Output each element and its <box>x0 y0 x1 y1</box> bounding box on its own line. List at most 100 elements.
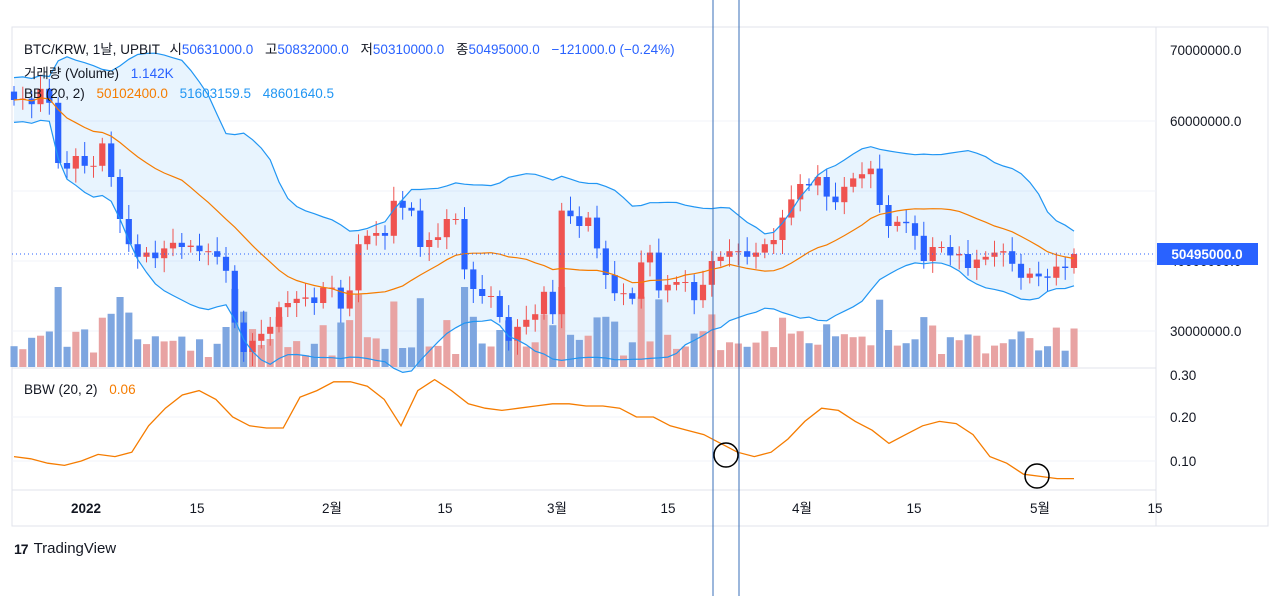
legend-bbw-value: 0.06 <box>109 382 136 397</box>
volume-bar <box>575 339 583 367</box>
candle <box>761 244 768 253</box>
volume-bar <box>549 325 557 367</box>
volume-bar <box>858 336 866 367</box>
volume-bar <box>805 343 813 367</box>
time-tick-label: 15 <box>437 501 452 516</box>
bb-lower-line <box>13 119 1075 374</box>
volume-bar <box>275 316 283 367</box>
volume-bar <box>222 327 230 367</box>
volume-bar <box>726 342 734 367</box>
volume-bar <box>620 355 628 367</box>
candle <box>894 221 901 226</box>
volume-bar <box>187 350 195 367</box>
volume-bar <box>1052 327 1060 367</box>
candle <box>222 256 230 271</box>
tradingview-logo[interactable]: 17 TradingView <box>14 540 116 557</box>
volume-bar <box>346 320 354 367</box>
time-tick-label: 2월 <box>322 501 342 516</box>
volume-bar <box>567 334 575 367</box>
legend-bb-mid: 50102400.0 <box>96 86 168 101</box>
time-tick-label: 4월 <box>792 501 812 516</box>
volume-bar <box>408 347 416 367</box>
candle <box>161 248 168 259</box>
volume-bar <box>982 353 990 367</box>
legend-close: 50495000.0 <box>468 42 540 57</box>
time-tick-label: 5월 <box>1030 501 1050 516</box>
volume-bar <box>434 345 442 367</box>
volume-bar <box>779 317 787 367</box>
candle <box>691 282 698 301</box>
candle <box>823 177 830 197</box>
candle <box>399 200 406 208</box>
volume-bar <box>911 339 919 367</box>
candle <box>920 235 927 261</box>
time-tick-label: 2022 <box>71 501 101 516</box>
candle <box>143 252 150 257</box>
candle <box>108 143 115 177</box>
time-tick-label: 3월 <box>547 501 567 516</box>
candle <box>46 88 53 103</box>
candle <box>443 219 450 238</box>
volume-bar <box>628 342 636 367</box>
candle <box>231 270 238 323</box>
volume-bar <box>134 339 142 367</box>
candle <box>620 293 627 295</box>
candle <box>1070 254 1078 268</box>
time-tick-label: 15 <box>906 501 921 516</box>
annotation-circle[interactable] <box>713 442 739 468</box>
volume-bar <box>946 337 954 367</box>
volume-bar <box>964 334 972 367</box>
candle <box>903 221 910 224</box>
candle <box>558 210 565 315</box>
volume-bar <box>319 325 327 367</box>
candle <box>381 233 389 236</box>
legend-high: 50832000.0 <box>277 42 349 57</box>
volume-bar <box>169 340 177 367</box>
volume-bar <box>469 316 477 367</box>
volume-bar <box>796 331 804 367</box>
volume-bar <box>98 317 106 367</box>
volume-bar <box>584 335 592 367</box>
volume-bar <box>116 297 124 367</box>
candle <box>90 165 97 167</box>
candle <box>302 297 309 299</box>
candle <box>1009 251 1016 264</box>
candle <box>390 200 397 236</box>
legend-change: −121000.0 (−0.24%) <box>551 42 675 57</box>
volume-bar <box>681 346 689 367</box>
volume-bar <box>690 333 698 367</box>
candle <box>293 298 300 303</box>
candle <box>876 168 883 205</box>
candle <box>947 247 954 256</box>
volume-bar <box>416 298 424 367</box>
volume-bar <box>63 346 71 367</box>
candle <box>196 245 203 252</box>
legend-close-label: 종 <box>456 42 469 57</box>
last-price-badge-label: 50495000.0 <box>1171 247 1242 262</box>
volume-bar <box>734 343 742 367</box>
volume-bar <box>885 330 893 367</box>
volume-bar <box>257 345 265 367</box>
volume-bar <box>876 299 884 367</box>
candle <box>434 237 442 240</box>
volume-bar <box>646 341 654 367</box>
candle <box>63 163 71 169</box>
price-tick-label: 30000000.0 <box>1170 324 1241 339</box>
candle <box>1044 276 1051 278</box>
volume-bar <box>761 331 769 367</box>
candle <box>850 178 857 187</box>
annotation-circle[interactable] <box>1024 463 1050 489</box>
volume-bar <box>390 301 398 367</box>
candle <box>1000 251 1007 253</box>
volume-bar <box>266 339 274 367</box>
candle <box>682 282 689 283</box>
bbw-tick-label: 0.30 <box>1170 368 1196 383</box>
candle <box>152 252 159 259</box>
candle <box>841 186 848 203</box>
volume-bar <box>496 330 504 367</box>
candle <box>814 177 821 186</box>
volume-bar <box>867 345 875 367</box>
candle <box>452 219 459 220</box>
